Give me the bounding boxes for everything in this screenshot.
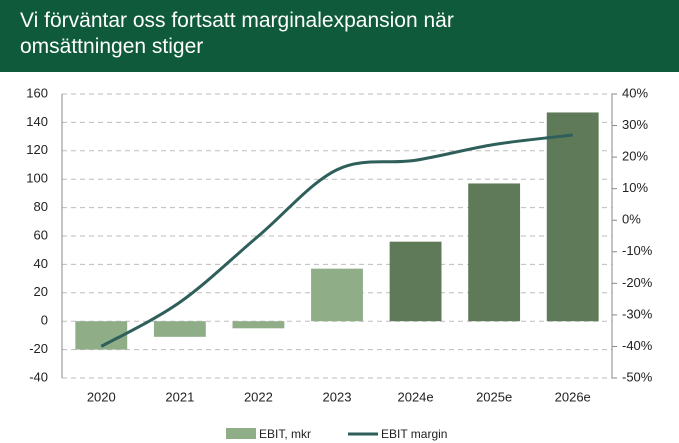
x-tick-label: 2025e	[476, 389, 512, 404]
y-tick-label: 0	[41, 313, 48, 328]
y2-tick-label: -10%	[622, 243, 653, 258]
y-tick-label: 140	[26, 114, 48, 129]
y2-tick-label: 0%	[622, 212, 641, 227]
title-banner: Vi förväntar oss fortsatt marginalexpans…	[0, 0, 679, 72]
legend-label: EBIT margin	[381, 427, 447, 441]
y-tick-label: 40	[34, 256, 48, 271]
bar	[468, 183, 521, 322]
y2-tick-label: 30%	[622, 117, 648, 132]
y2-tick-label: -20%	[622, 275, 653, 290]
y-tick-label: 120	[26, 142, 48, 157]
y-tick-label: 20	[34, 284, 48, 299]
bar	[311, 268, 363, 322]
y-tick-label: 100	[26, 171, 48, 186]
y2-tick-label: -30%	[622, 306, 653, 321]
line	[100, 133, 573, 348]
y-tick-label: 60	[34, 227, 48, 242]
y-tick-label: -40	[29, 369, 48, 384]
bar	[153, 321, 206, 337]
y2-tick-label: 40%	[622, 85, 648, 100]
y2-tick-label: 10%	[622, 180, 648, 195]
bar	[546, 112, 599, 322]
bar	[232, 321, 285, 329]
legend-swatch	[226, 428, 256, 439]
legend-label: EBIT, mkr	[259, 427, 311, 441]
y-tick-label: -20	[29, 341, 48, 356]
x-tick-label: 2021	[165, 389, 194, 404]
y-tick-label: 160	[26, 85, 48, 100]
y2-tick-label: -50%	[622, 369, 653, 384]
y2-tick-label: -40%	[622, 338, 653, 353]
x-tick-label: 2023	[323, 389, 352, 404]
x-tick-label: 2022	[244, 389, 273, 404]
bar	[389, 241, 442, 322]
x-tick-label: 2026e	[555, 389, 591, 404]
x-tick-label: 2024e	[397, 389, 433, 404]
y-tick-label: 80	[34, 199, 48, 214]
x-tick-label: 2020	[87, 389, 116, 404]
y2-tick-label: 20%	[622, 149, 648, 164]
chart-title: Vi förväntar oss fortsatt marginalexpans…	[20, 9, 454, 58]
